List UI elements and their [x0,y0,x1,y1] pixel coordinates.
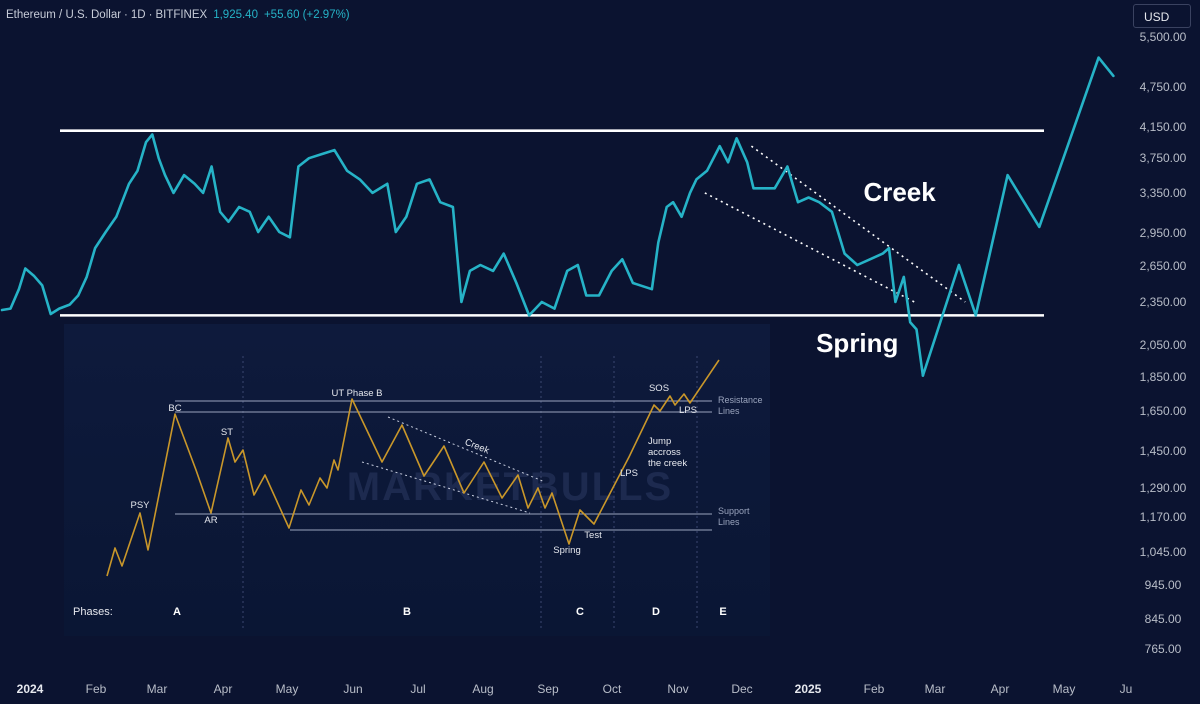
y-tick-label: 5,500.00 [1140,30,1187,44]
symbol-name[interactable]: Ethereum / U.S. Dollar [6,9,122,21]
creek-line [361,461,531,514]
y-tick-label: 3,750.00 [1140,151,1187,165]
x-tick-label: Ju [1120,682,1133,696]
currency-button[interactable]: USD [1133,4,1191,28]
inset-level-label: Support [718,506,750,516]
y-tick-label: 4,150.00 [1140,120,1187,134]
x-tick-label: Feb [86,682,107,696]
phases-label: Phases: [73,606,113,618]
x-tick-label: Aug [472,682,493,696]
y-tick-label: 765.00 [1145,642,1182,656]
x-tick-label: Apr [214,682,233,696]
axes: 5,500.00 4,750.00 4,150.00 3,750.00 3,350.00… [17,30,1187,696]
inset-path-label: Spring [553,545,580,556]
x-tick-label: Feb [864,682,885,696]
x-tick-label: Apr [991,682,1010,696]
inset-path-label: SOS [649,383,669,394]
y-tick-label: 1,650.00 [1140,404,1187,418]
y-tick-label: 1,170.00 [1140,510,1187,524]
phase-label: A [173,606,181,618]
x-tick-label: 2025 [795,682,822,696]
x-tick-label: Dec [731,682,752,696]
main-chart: Creek Spring [0,56,1115,377]
x-tick-label: Jul [410,682,425,696]
y-tick-label: 3,350.00 [1140,186,1187,200]
x-tick-label: May [276,682,299,696]
inset-path-label: PSY [130,500,150,511]
inset-path-label: UT Phase B [331,388,382,399]
y-tick-label: 1,850.00 [1140,370,1187,384]
phase-label: E [719,606,726,618]
inset-path-label: LPS [679,405,697,416]
phase-label: C [576,606,584,618]
header-separator: · [148,9,153,21]
chart-header: Ethereum / U.S. Dollar · 1D · BITFINEX 1,925.… [6,9,350,21]
annotation-label: Creek [863,177,936,207]
phase-label: B [403,606,411,618]
price-change: +55.60 (+2.97%) [263,9,350,21]
phase-label: D [652,606,660,618]
trend-line [704,192,915,303]
inset-path-label: BC [168,403,181,414]
x-tick-label: Mar [147,682,168,696]
inset-panel [64,324,770,636]
annotation-label: Spring [816,328,898,358]
header-separator: · [124,9,128,21]
last-price: 1,925.40 [213,9,258,21]
inset-path-label: Jump [648,436,671,447]
inset-path-label: AR [204,515,217,526]
x-tick-label: May [1053,682,1076,696]
y-tick-label: 1,045.00 [1140,545,1187,559]
x-tick-label: Oct [603,682,622,696]
projection-line [921,56,1115,377]
inset-path-label: the creek [648,458,687,469]
inset-level-label: Lines [718,517,740,527]
x-tick-label: Sep [537,682,559,696]
inset-level-label: Lines [718,406,740,416]
inset-level-label: Resistance [718,395,763,405]
y-tick-label: 2,050.00 [1140,338,1187,352]
x-tick-label: Jun [343,682,362,696]
x-tick-label: Mar [925,682,946,696]
x-tick-label: Nov [667,682,688,696]
creek-line [387,416,546,483]
price-line [0,133,925,377]
y-tick-label: 4,750.00 [1140,80,1187,94]
wyckoff-path [106,359,720,577]
y-tick-label: 2,650.00 [1140,259,1187,273]
inset-path-label: accross [648,447,681,458]
y-tick-label: 845.00 [1145,612,1182,626]
y-tick-label: 2,350.00 [1140,295,1187,309]
inset-path-label: ST [221,427,233,438]
trend-line [750,145,966,303]
interval[interactable]: 1D [130,9,146,21]
y-tick-label: 2,950.00 [1140,226,1187,240]
inset-path-label: Test [584,530,602,541]
x-tick-label: 2024 [17,682,44,696]
y-tick-label: 1,450.00 [1140,444,1187,458]
exchange: BITFINEX [155,9,208,21]
y-tick-label: 1,290.00 [1140,481,1187,495]
y-tick-label: 945.00 [1145,578,1182,592]
inset-path-label: LPS [620,468,638,479]
